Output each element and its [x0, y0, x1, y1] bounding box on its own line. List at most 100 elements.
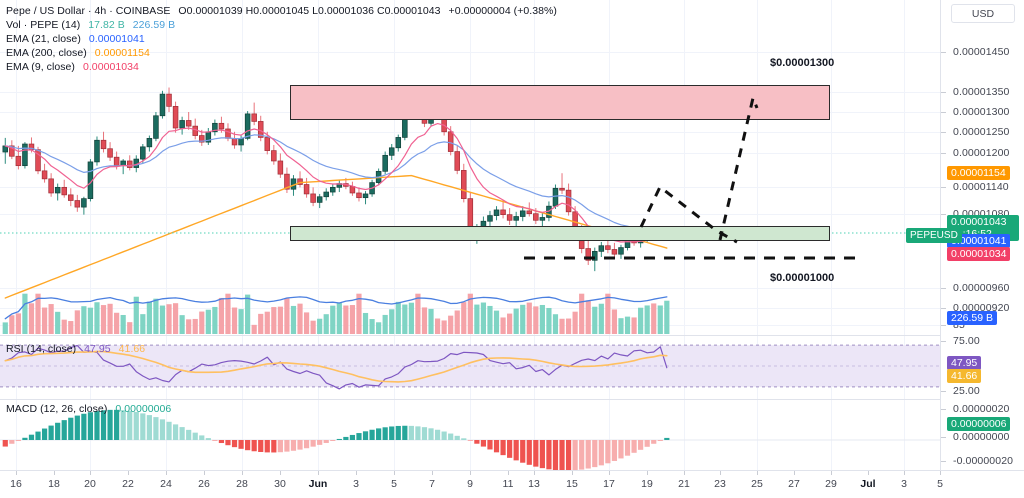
macd-histogram-bar — [127, 410, 133, 440]
candlestick — [140, 146, 146, 160]
change-values: +0.00000004 (+0.38%) — [448, 5, 557, 17]
price-axis-tick — [941, 153, 946, 154]
volume-bar — [493, 310, 500, 334]
macd-histogram-bar — [343, 436, 349, 440]
volume-bar — [9, 315, 15, 334]
volume-bar — [284, 298, 290, 334]
price-axis-tick — [941, 437, 946, 438]
macd-histogram-bar — [539, 440, 545, 469]
chart-header-info[interactable]: Pepe / US Dollar · 4h · COINBASE O0.0000… — [6, 5, 557, 17]
rsi-ma-tag[interactable]: 41.66 — [947, 369, 982, 383]
volume-legend[interactable]: Vol · PEPE (14) 17.82 B 226.59 B — [6, 19, 175, 31]
price-axis-tick — [941, 112, 946, 113]
price-axis-label: 0.00000000 — [953, 431, 1010, 443]
ema9-legend[interactable]: EMA (9, close) 0.00001034 — [6, 61, 139, 73]
macd-histogram-bar — [559, 440, 565, 470]
ema21-label: EMA (21, close) — [6, 33, 81, 45]
volume-bar — [153, 298, 159, 334]
candlestick — [592, 251, 598, 261]
price-axis-label: 0.00001140 — [953, 181, 1009, 193]
ema200-legend[interactable]: EMA (200, close) 0.00001154 — [6, 47, 150, 59]
macd-pane[interactable] — [0, 400, 940, 470]
volume-bar — [251, 324, 257, 334]
candlestick — [447, 131, 454, 152]
interval-label[interactable]: 4h — [94, 5, 107, 17]
volume-bar — [585, 300, 591, 334]
volume-bar — [434, 318, 441, 334]
volume-bar — [638, 307, 644, 334]
candlestick — [159, 93, 166, 117]
candlestick — [598, 245, 605, 252]
candlestick — [15, 155, 22, 167]
macd-histogram-bar — [245, 440, 251, 451]
macd-histogram-bar — [467, 440, 473, 441]
ema9-price-tag[interactable]: 0.00001034 — [947, 247, 1011, 261]
macd-histogram-bar — [284, 440, 290, 452]
macd-histogram-bar — [68, 417, 74, 440]
time-axis-label: 23 — [714, 478, 726, 490]
volume-bar — [664, 300, 670, 334]
macd-histogram-bar — [120, 410, 126, 440]
candlestick — [493, 209, 500, 216]
macd-histogram-bar — [55, 422, 61, 440]
macd-histogram-bar — [585, 440, 591, 469]
macd-histogram-bar — [303, 440, 310, 449]
macd-value-tag[interactable]: 0.00000006 — [947, 417, 1011, 431]
ema21-price-tag[interactable]: 0.00001041 — [947, 234, 1011, 248]
candlestick — [126, 160, 133, 168]
price-axis-tick — [941, 461, 946, 462]
volume-ma-tag-value: 226.59 B — [951, 312, 994, 324]
pane-divider-macd — [0, 399, 940, 400]
macd-chart-canvas — [0, 409, 940, 470]
price-axis-tick — [941, 187, 946, 188]
macd-histogram-bar — [74, 415, 80, 440]
macd-histogram-bar — [572, 440, 578, 470]
macd-histogram-bar — [140, 413, 146, 440]
macd-histogram-bar — [448, 433, 454, 440]
candlestick — [611, 249, 618, 255]
price-axis-tick — [941, 391, 946, 392]
macd-histogram-bar — [434, 429, 441, 440]
symbol-name[interactable]: Pepe / US Dollar — [6, 5, 86, 17]
header-sep-1: · — [87, 5, 92, 17]
candlestick — [533, 213, 539, 221]
macd-histogram-bar — [297, 440, 303, 450]
volume-bar — [94, 302, 100, 334]
volume-bar — [382, 314, 388, 334]
candlestick — [349, 186, 356, 194]
macd-legend[interactable]: MACD (12, 26, close) 0.00000006 — [6, 403, 171, 415]
macd-histogram-bar — [362, 431, 369, 440]
candlestick — [297, 178, 303, 185]
ohlc-values: O0.00001039 H0.00001045 L0.00001036 C0.0… — [178, 5, 441, 17]
macd-histogram-bar — [133, 411, 139, 440]
macd-histogram-bar — [598, 440, 604, 466]
macd-histogram-bar — [41, 428, 48, 440]
macd-histogram-bar — [592, 440, 598, 468]
volume-ma-tag[interactable]: 226.59 B — [947, 311, 998, 325]
rsi-pane[interactable] — [0, 336, 940, 398]
rsi-value-tag[interactable]: 47.95 — [947, 356, 982, 370]
candlestick — [585, 248, 591, 261]
ema21-legend[interactable]: EMA (21, close) 0.00001041 — [6, 33, 145, 45]
exchange-label[interactable]: COINBASE — [115, 5, 171, 17]
macd-histogram-bar — [107, 409, 113, 440]
volume-bar — [500, 317, 506, 334]
price-scale[interactable]: USD 0.00001450 0.00001350 0.00001300 0.0000… — [940, 0, 1024, 497]
macd-histogram-bar — [35, 431, 41, 440]
support-zone[interactable] — [290, 226, 830, 241]
volume-bar — [218, 297, 225, 334]
candlestick — [74, 200, 81, 208]
ema200-price-tag[interactable]: 0.00001154 — [947, 166, 1010, 180]
price-axis-tick — [941, 214, 946, 215]
time-scale[interactable]: 16 18 20 22 24 26 28 30 Jun 3 5 7 9 11 13 15 17 19 21 23 25 2… — [0, 470, 1024, 498]
resistance-zone[interactable] — [290, 85, 830, 120]
ema9-price-tag-value: 0.00001034 — [951, 248, 1007, 260]
volume-bar — [238, 309, 244, 334]
currency-label[interactable]: USD — [951, 4, 1015, 23]
time-axis-tick — [508, 471, 509, 475]
volume-bar — [421, 307, 428, 334]
rsi-legend[interactable]: RSI (14, close) 47.95 41.66 — [6, 343, 145, 355]
symbol-price-tag[interactable]: PEPEUSD — [906, 228, 962, 243]
volume-bar — [317, 318, 323, 334]
macd-histogram-bar — [480, 440, 487, 447]
